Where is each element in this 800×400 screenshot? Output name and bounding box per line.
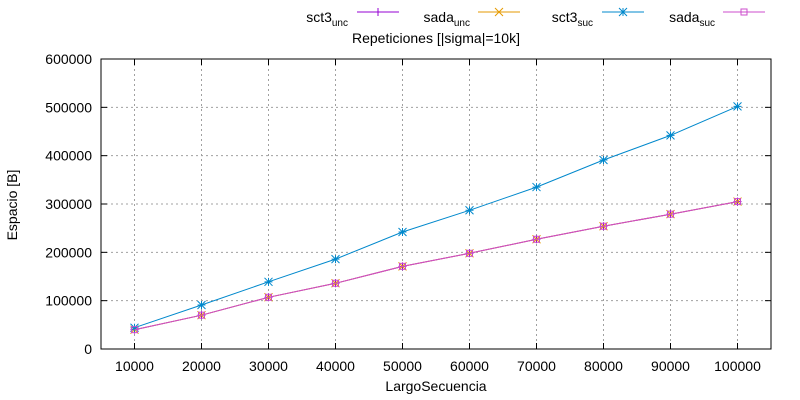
data-point	[667, 210, 674, 218]
y-tick-label: 400000	[45, 148, 92, 164]
data-point	[600, 222, 607, 230]
series-sct3-suc	[130, 102, 742, 333]
data-point	[265, 293, 272, 301]
x-tick-label: 30000	[249, 358, 288, 374]
y-axis-label: Espacio [B]	[4, 170, 20, 241]
data-point	[666, 131, 675, 140]
legend-name: sada	[669, 9, 700, 25]
legend-label-sada-suc: sadasuc	[669, 9, 715, 29]
legend-subscript: unc	[332, 18, 348, 29]
x-tick-label: 40000	[316, 358, 355, 374]
data-point	[533, 235, 540, 243]
legend-marker	[740, 8, 748, 16]
x-tick-label: 10000	[115, 358, 154, 374]
data-point	[332, 279, 339, 287]
y-tick-label: 500000	[45, 99, 92, 115]
y-tick-label: 300000	[45, 196, 92, 212]
series-layer	[130, 102, 742, 335]
legend-marker	[374, 8, 382, 16]
series-line	[134, 105, 738, 329]
data-point	[130, 323, 139, 333]
data-point	[599, 155, 608, 165]
series-line	[134, 201, 738, 331]
legend-label-sada-unc: sadaunc	[424, 9, 470, 29]
legend-subscript: unc	[454, 18, 470, 29]
legend-label-sct3-unc: sct3unc	[306, 9, 348, 29]
y-tick-label: 200000	[45, 244, 92, 260]
data-point	[197, 300, 206, 310]
x-tick-label: 80000	[584, 358, 623, 374]
legend-name: sada	[424, 9, 455, 25]
data-point	[198, 311, 205, 319]
data-point	[733, 102, 742, 111]
legend-marker	[618, 7, 628, 17]
x-tick-label: 100000	[714, 358, 761, 374]
data-point	[331, 254, 340, 264]
x-tick-label: 20000	[182, 358, 221, 374]
x-axis-label: LargoSecuencia	[385, 378, 486, 394]
legend-label-sct3-suc: sct3suc	[552, 9, 593, 29]
legend-subscript: suc	[577, 18, 593, 29]
legend-subscript: suc	[699, 18, 715, 29]
x-tick-label: 60000	[450, 358, 489, 374]
series-sada-suc	[131, 198, 741, 334]
x-tick-label: 50000	[383, 358, 422, 374]
data-point	[465, 205, 474, 215]
data-point	[131, 326, 138, 334]
axis-ticks: 10000 20000 30000 40000 50000 60000 70000 80000…	[45, 51, 771, 374]
chart-title: Repeticiones [|sigma|=10k]	[352, 30, 520, 46]
x-tick-label: 70000	[517, 358, 556, 374]
legend-name: sct3	[552, 9, 578, 25]
y-tick-label: 100000	[45, 293, 92, 309]
x-tick-label: 90000	[651, 358, 690, 374]
legend: sct3unc sadaunc sct3suc sadasuc	[306, 7, 765, 29]
data-point	[466, 249, 473, 257]
legend-name: sct3	[306, 9, 332, 25]
y-tick-label: 600000	[45, 51, 92, 67]
data-point	[532, 182, 541, 192]
data-point	[734, 198, 741, 206]
data-point	[399, 262, 406, 270]
data-point	[398, 227, 407, 237]
data-point	[264, 277, 273, 287]
legend-marker	[494, 7, 504, 17]
y-tick-label: 0	[84, 341, 92, 357]
